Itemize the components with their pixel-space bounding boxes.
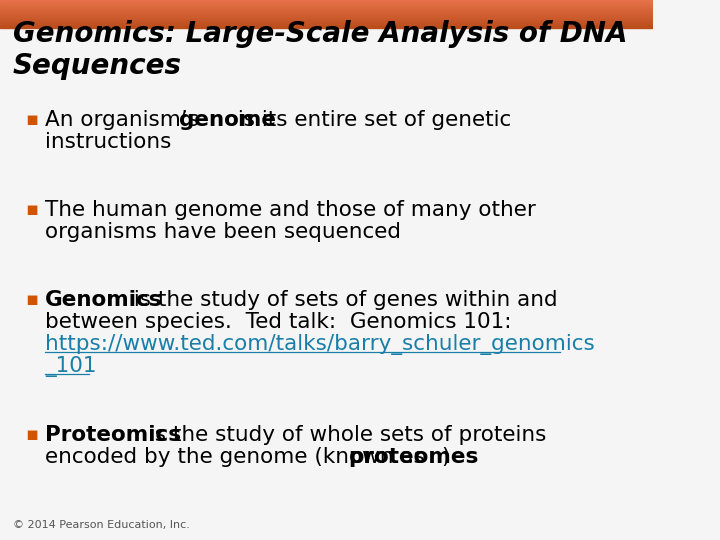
Bar [0, 23, 652, 24]
Text: is its entire set of genetic: is its entire set of genetic [231, 110, 511, 130]
Bar [0, 10, 652, 11]
Bar [0, 3, 652, 4]
Text: © 2014 Pearson Education, Inc.: © 2014 Pearson Education, Inc. [13, 520, 189, 530]
Bar [0, 6, 652, 7]
Text: ▪: ▪ [25, 425, 38, 444]
Text: is the study of whole sets of proteins: is the study of whole sets of proteins [143, 425, 546, 445]
Bar [0, 27, 652, 28]
Bar [0, 26, 652, 27]
Bar [0, 22, 652, 23]
Text: organisms have been sequenced: organisms have been sequenced [45, 222, 401, 242]
Bar [0, 0, 652, 1]
Bar [0, 9, 652, 10]
Text: instructions: instructions [45, 132, 171, 152]
Text: An organism’s: An organism’s [45, 110, 206, 130]
Text: Proteomics: Proteomics [45, 425, 181, 445]
Text: The human genome and those of many other: The human genome and those of many other [45, 200, 536, 220]
Bar [0, 25, 652, 26]
Bar [0, 12, 652, 13]
Bar [0, 24, 652, 25]
Text: Genomics: Genomics [45, 290, 163, 310]
Text: proteomes: proteomes [348, 447, 479, 467]
Bar [0, 17, 652, 18]
Text: https://www.ted.com/talks/barry_schuler_genomics: https://www.ted.com/talks/barry_schuler_… [45, 334, 595, 355]
Bar [0, 5, 652, 6]
Bar [0, 11, 652, 12]
Text: ▪: ▪ [25, 290, 38, 309]
Bar [0, 18, 652, 19]
Bar [0, 14, 652, 15]
Text: _101: _101 [45, 356, 96, 377]
Text: between species.  Ted talk:  Genomics 101:: between species. Ted talk: Genomics 101: [45, 312, 512, 332]
Bar [0, 7, 652, 8]
Bar [0, 20, 652, 21]
Bar [0, 19, 652, 20]
Text: ): ) [441, 447, 450, 467]
Text: encoded by the genome (known as: encoded by the genome (known as [45, 447, 432, 467]
Bar [0, 2, 652, 3]
Text: ▪: ▪ [25, 200, 38, 219]
Bar [0, 8, 652, 9]
Bar [0, 13, 652, 14]
Bar [0, 16, 652, 17]
Bar [0, 15, 652, 16]
Text: Genomics: Large-Scale Analysis of DNA
Sequences: Genomics: Large-Scale Analysis of DNA Se… [13, 20, 627, 80]
Bar [0, 21, 652, 22]
Text: ▪: ▪ [25, 110, 38, 129]
Text: is the study of sets of genes within and: is the study of sets of genes within and [127, 290, 557, 310]
Text: genome: genome [179, 110, 276, 130]
Bar [0, 4, 652, 5]
Bar [0, 1, 652, 2]
